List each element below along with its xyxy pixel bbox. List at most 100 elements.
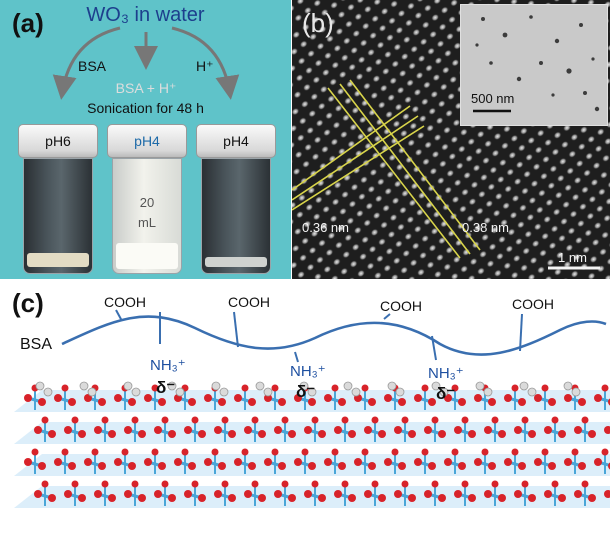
hydrogen-atom [431, 381, 441, 391]
hydrogen-atom [263, 387, 273, 397]
oxygen-atom [241, 384, 249, 392]
oxygen-atom [334, 426, 342, 434]
panel-a-synthesis-photo: (a) WO₃ in water BSA BSA + H⁺ H⁺ Sonicat… [0, 0, 291, 279]
oxygen-atom [101, 480, 109, 488]
oxygen-atom [128, 462, 136, 470]
vial-glass-clear [23, 158, 93, 274]
oxygen-atom [124, 490, 132, 498]
oxygen-atom [574, 426, 582, 434]
oxygen-atom [348, 494, 356, 502]
oxygen-atom [34, 426, 42, 434]
oxygen-atom [408, 430, 416, 438]
volume-value: 20 [139, 195, 155, 210]
lattice-layers [14, 381, 610, 508]
oxygen-atom [461, 480, 469, 488]
oxygen-atom [361, 384, 369, 392]
oxygen-atom [198, 494, 206, 502]
vial-glass-milky: 20 mL [112, 158, 182, 274]
acid-reagent-label: H⁺ [196, 58, 214, 74]
oxygen-atom [278, 398, 286, 406]
oxygen-atom [191, 480, 199, 488]
oxygen-atom [161, 480, 169, 488]
oxygen-atom [124, 426, 132, 434]
oxygen-atom [271, 384, 279, 392]
oxygen-atom [504, 458, 512, 466]
oxygen-atom [41, 480, 49, 488]
oxygen-atom [454, 490, 462, 498]
amine-group-3: NH₃⁺ [428, 365, 464, 382]
hydrogen-atom [123, 381, 133, 391]
oxygen-atom [221, 416, 229, 424]
panel-c-label: (c) [12, 288, 44, 318]
hydrogen-atom [351, 387, 361, 397]
bsa-reagent-label: BSA [78, 58, 107, 74]
oxygen-atom [138, 430, 146, 438]
oxygen-atom [551, 480, 559, 488]
oxygen-atom [544, 490, 552, 498]
nanoparticle-dots [473, 15, 600, 113]
reaction-arrows [52, 26, 240, 100]
oxygen-atom [214, 426, 222, 434]
oxygen-atom [154, 490, 162, 498]
oxygen-atom [94, 490, 102, 498]
hydrogen-atom [219, 387, 229, 397]
oxygen-atom [364, 490, 372, 498]
hydrogen-atom [87, 387, 97, 397]
oxygen-atom [581, 416, 589, 424]
oxygen-atom [158, 398, 166, 406]
oxygen-atom [548, 462, 556, 470]
oxygen-atom [594, 394, 602, 402]
oxygen-atom [454, 426, 462, 434]
oxygen-atom [578, 462, 586, 470]
oxygen-atom [154, 426, 162, 434]
oxygen-atom [338, 462, 346, 470]
oxygen-atom [114, 394, 122, 402]
oxygen-atom [54, 458, 62, 466]
panel-b-label: (b) [302, 8, 334, 38]
oxygen-atom [251, 480, 259, 488]
oxygen-atom [474, 458, 482, 466]
hydrogen-atom [35, 381, 45, 391]
oxygen-atom [334, 490, 342, 498]
oxygen-atom [514, 426, 522, 434]
oxygen-atom [98, 462, 106, 470]
oxygen-atom [48, 494, 56, 502]
oxygen-atom [401, 480, 409, 488]
bsa-label: BSA [20, 336, 53, 353]
oxygen-atom [488, 398, 496, 406]
oxygen-atom [181, 448, 189, 456]
wo3-in-water-title: WO₃ in water [86, 4, 205, 26]
oxygen-atom [564, 394, 572, 402]
cooh-group-1: COOH [104, 294, 146, 310]
oxygen-atom [391, 448, 399, 456]
oxygen-atom [241, 448, 249, 456]
hydrogen-atom [79, 381, 89, 391]
cooh-group-2: COOH [228, 294, 270, 310]
hydrogen-atom [255, 381, 265, 391]
oxygen-atom [451, 384, 459, 392]
oxygen-atom [468, 494, 476, 502]
oxygen-atom [528, 494, 536, 502]
inset-scale-label: 500 nm [471, 91, 515, 106]
oxygen-atom [354, 458, 362, 466]
wo3-crystal-schematic [14, 309, 610, 508]
oxygen-atom [184, 426, 192, 434]
oxygen-atom [101, 416, 109, 424]
partial-charge-2: δ⁻ [296, 382, 316, 401]
hydrogen-atom [527, 387, 537, 397]
oxygen-atom [214, 490, 222, 498]
oxygen-atom [258, 494, 266, 502]
oxygen-atom [174, 458, 182, 466]
amine-group-2: NH₃⁺ [290, 363, 326, 380]
lattice-fringe-lines [292, 79, 481, 259]
oxygen-atom [574, 490, 582, 498]
oxygen-atom [161, 416, 169, 424]
oxygen-atom [444, 394, 452, 402]
white-sediment [27, 253, 89, 267]
oxygen-atom [234, 458, 242, 466]
oxygen-atom [604, 490, 610, 498]
oxygen-atom [198, 430, 206, 438]
oxygen-atom [541, 384, 549, 392]
lattice-spacing-left: 0.36 nm [302, 220, 349, 235]
oxygen-atom [78, 430, 86, 438]
